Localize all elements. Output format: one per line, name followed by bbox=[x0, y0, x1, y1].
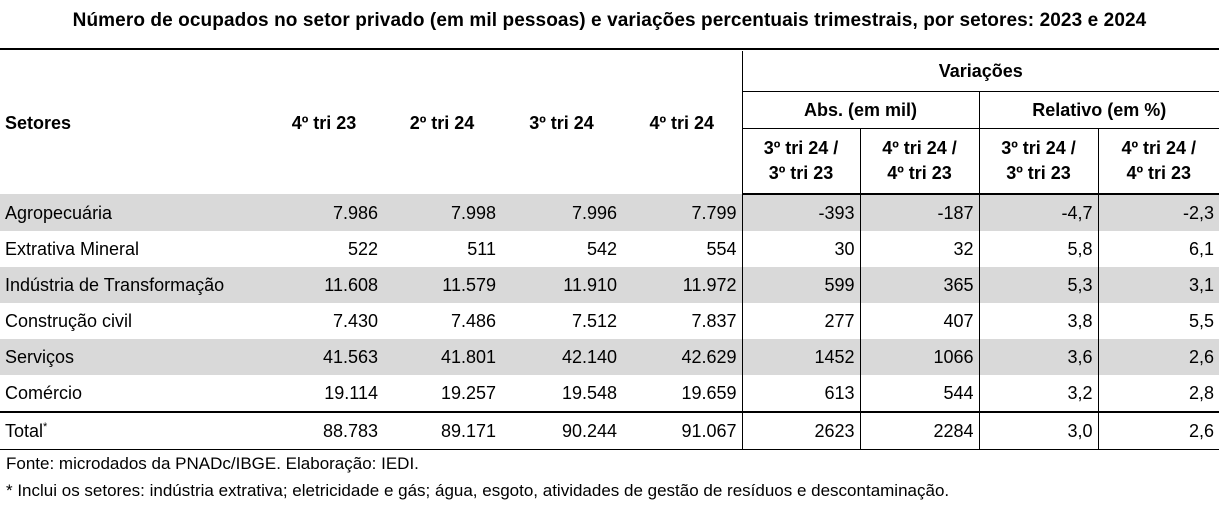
value-cell: 19.257 bbox=[440, 383, 496, 403]
total-label: Total* bbox=[0, 411, 265, 450]
rel-cell: 5,5 bbox=[1097, 303, 1219, 339]
value-cell: 19.548 bbox=[561, 383, 617, 403]
footnote-marker: * bbox=[43, 421, 48, 433]
rel-cell: -2,3 bbox=[1097, 194, 1219, 231]
abs-cell: 407 bbox=[859, 303, 979, 339]
rel-cell: 5,3 bbox=[978, 267, 1098, 303]
value-cell: 7.986 bbox=[265, 194, 383, 231]
value-cell: 7.430 bbox=[332, 311, 378, 331]
rel-cell: 6,1 bbox=[1097, 231, 1219, 267]
value-cell: 41.801 bbox=[383, 339, 501, 375]
value-cell: 88.783 bbox=[265, 411, 383, 450]
table-row: Comércio 19.114 19.257 19.548 19.659 613… bbox=[0, 375, 1219, 412]
footnote-text: * Inclui os setores: indústria extrativa… bbox=[6, 481, 950, 500]
abs-cell: 1066 bbox=[859, 339, 979, 375]
abs-cell: 613 bbox=[741, 375, 860, 412]
sector-name: Indústria de Transformação bbox=[0, 267, 265, 303]
abs-cell: -393 bbox=[741, 194, 860, 231]
header-abs: Abs. (em mil) bbox=[741, 91, 979, 129]
total-row: Total* 88.783 89.171 90.244 91.067 2623 … bbox=[0, 411, 1219, 450]
source-note: Fonte: microdados da PNADc/IBGE. Elabora… bbox=[6, 454, 419, 473]
value-cell: 19.114 bbox=[324, 383, 378, 403]
value-cell: 41.563 bbox=[265, 339, 383, 375]
abs-cell: 30 bbox=[741, 231, 860, 267]
header-period-2: 2º tri 24 bbox=[409, 112, 475, 133]
header-comparison-4: 4º tri 24 /4º tri 23 bbox=[1097, 128, 1219, 195]
table-row: Agropecuária 7.986 7.998 7.996 7.799 -39… bbox=[0, 194, 1219, 231]
value-cell: 7.837 bbox=[691, 311, 737, 331]
sector-name: Serviços bbox=[0, 339, 265, 375]
abs-cell: 544 bbox=[859, 375, 979, 412]
abs-cell: -187 bbox=[859, 194, 979, 231]
rel-cell: 5,8 bbox=[978, 231, 1098, 267]
abs-cell: 2623 bbox=[741, 411, 860, 450]
rel-cell: 3,1 bbox=[1097, 267, 1219, 303]
value-cell: 11.579 bbox=[383, 267, 501, 303]
abs-cell: 32 bbox=[859, 231, 979, 267]
header-relativo: Relativo (em %) bbox=[978, 91, 1219, 129]
sector-name: Construção civil bbox=[5, 311, 133, 331]
value-cell: 7.486 bbox=[450, 311, 496, 331]
value-cell: 7.996 bbox=[501, 194, 622, 231]
header-period-3: 3º tri 24 bbox=[529, 112, 594, 133]
abs-cell: 1452 bbox=[741, 339, 860, 375]
value-cell: 522 bbox=[347, 239, 378, 259]
rel-cell: 3,8 bbox=[978, 303, 1098, 339]
value-cell: 90.244 bbox=[501, 411, 622, 450]
table-title: Número de ocupados no setor privado (em … bbox=[72, 10, 1147, 31]
sector-name: Agropecuária bbox=[0, 194, 265, 231]
table-row: Construção civil 7.430 7.486 7.512 7.837… bbox=[0, 303, 1219, 339]
header-comparison-1: 3º tri 24 /3º tri 23 bbox=[741, 128, 860, 195]
abs-cell: 2284 bbox=[859, 411, 979, 450]
value-cell: 19.659 bbox=[681, 383, 737, 403]
rel-cell: -4,7 bbox=[978, 194, 1098, 231]
value-cell: 511 bbox=[467, 239, 496, 259]
value-cell: 11.972 bbox=[622, 267, 742, 303]
title-rule bbox=[0, 48, 1219, 50]
value-cell: 91.067 bbox=[622, 411, 742, 450]
value-cell: 554 bbox=[706, 239, 737, 259]
rel-cell: 3,2 bbox=[978, 375, 1098, 412]
header-setores: Setores bbox=[5, 112, 72, 133]
table-row: Serviços 41.563 41.801 42.140 42.629 145… bbox=[0, 339, 1219, 375]
value-cell: 7.799 bbox=[622, 194, 742, 231]
header-period-1: 4º tri 23 bbox=[291, 112, 357, 133]
value-cell: 89.171 bbox=[383, 411, 501, 450]
value-cell: 542 bbox=[586, 239, 617, 259]
sector-name: Comércio bbox=[5, 383, 83, 403]
rel-cell: 2,6 bbox=[1097, 411, 1219, 450]
sector-name: Extrativa Mineral bbox=[5, 239, 140, 259]
table-row: Indústria de Transformação 11.608 11.579… bbox=[0, 267, 1219, 303]
abs-cell: 277 bbox=[741, 303, 860, 339]
value-cell: 42.140 bbox=[501, 339, 622, 375]
value-cell: 11.608 bbox=[265, 267, 383, 303]
table-row: Extrativa Mineral 522 511 542 554 30 32 … bbox=[0, 231, 1219, 267]
rel-cell: 2,6 bbox=[1097, 339, 1219, 375]
sector-employment-table: Setores 4º tri 23 2º tri 24 3º tri 24 4º… bbox=[0, 51, 1219, 450]
header-comparison-3: 3º tri 24 /3º tri 23 bbox=[978, 128, 1098, 195]
abs-cell: 365 bbox=[859, 267, 979, 303]
abs-cell: 599 bbox=[741, 267, 860, 303]
header-comparison-2: 4º tri 24 /4º tri 23 bbox=[859, 128, 979, 195]
value-cell: 11.910 bbox=[501, 267, 622, 303]
header-period-4: 4º tri 24 bbox=[649, 112, 715, 133]
header-variacoes: Variações bbox=[741, 51, 1219, 92]
rel-cell: 2,8 bbox=[1097, 375, 1219, 412]
value-cell: 7.512 bbox=[571, 311, 617, 331]
rel-cell: 3,0 bbox=[978, 411, 1098, 450]
value-cell: 7.998 bbox=[383, 194, 501, 231]
value-cell: 42.629 bbox=[622, 339, 742, 375]
rel-cell: 3,6 bbox=[978, 339, 1098, 375]
